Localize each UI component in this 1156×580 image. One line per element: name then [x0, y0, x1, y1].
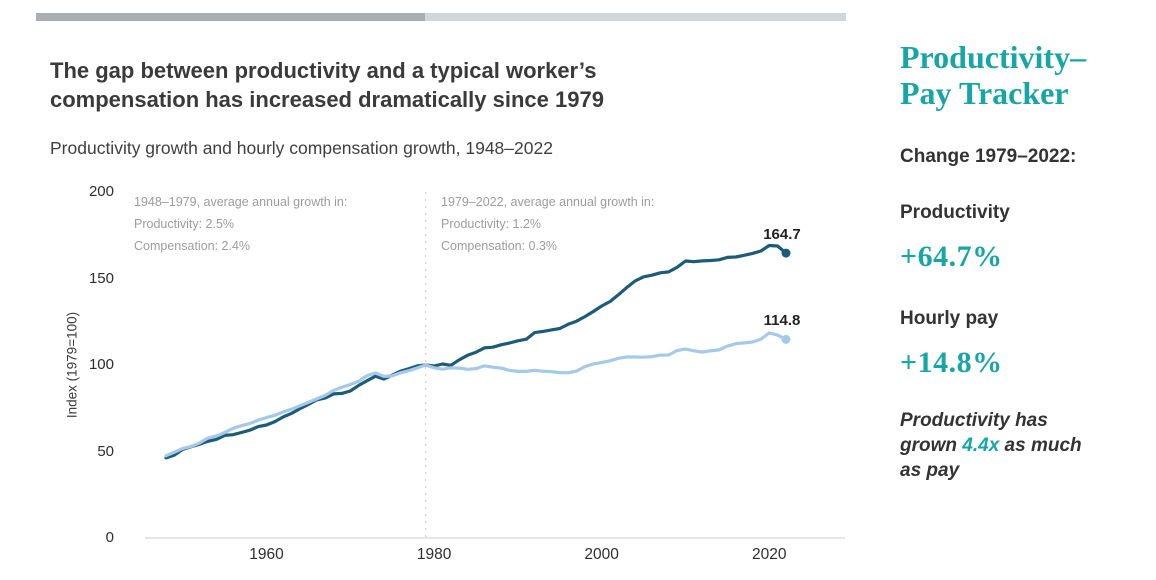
- sidebar-title-line1: Productivity–: [900, 39, 1087, 75]
- y-tick-label: 0: [105, 529, 114, 546]
- hourly-compensation-end-value: 114.8: [763, 312, 801, 330]
- annotation-line: 1948–1979, average annual growth in:: [134, 195, 348, 209]
- chart-subtitle: Productivity growth and hourly compensat…: [50, 138, 553, 158]
- stat-label-productivity: Productivity: [900, 201, 1010, 223]
- change-period-label: Change 1979–2022:: [900, 145, 1077, 167]
- sidebar: Productivity– Pay Tracker Change 1979–202…: [900, 39, 1150, 483]
- line-chart: Index (1979=100) 1948–1979, average annu…: [36, 180, 846, 578]
- summary-note: Productivity has grown 4.4x as much as p…: [900, 408, 1100, 483]
- chart-title: The gap between productivity and a typic…: [50, 58, 604, 113]
- annotation-1948-1979: 1948–1979, average annual growth in: Pro…: [134, 192, 347, 258]
- annotation-1979-2022: 1979–2022, average annual growth in: Pro…: [441, 192, 654, 258]
- productivity-line: [164, 243, 788, 460]
- x-tick-label: 2000: [584, 546, 619, 563]
- y-tick-label: 150: [88, 269, 114, 287]
- y-tick-label: 50: [97, 442, 114, 460]
- summary-note-pre: Productivity has grown: [900, 409, 1048, 456]
- sidebar-title: Productivity– Pay Tracker: [900, 39, 1150, 112]
- productivity-end-dot: [781, 248, 791, 258]
- annotation-line: Compensation: 2.4%: [134, 238, 251, 253]
- hourly-compensation-line: [164, 331, 788, 458]
- hourly-compensation-end-dot: [781, 334, 791, 344]
- y-tick-label: 100: [88, 356, 114, 373]
- productivity-end-value: 164.7: [763, 226, 801, 244]
- top-accent-bar: [36, 13, 846, 21]
- x-tick-label: 1960: [249, 546, 284, 563]
- annotation-line: Compensation: 0.3%: [441, 238, 558, 253]
- stat-value-hourly-pay: +14.8%: [900, 345, 1003, 379]
- summary-note-highlight: 4.4x: [962, 434, 1000, 456]
- stat-value-productivity: +64.7%: [900, 239, 1003, 273]
- summary-note-post: as much as pay: [900, 434, 1082, 481]
- sidebar-title-line2: Pay Tracker: [900, 74, 1069, 111]
- x-tick-label: 2020: [751, 546, 787, 563]
- chart-plot-area: [145, 192, 845, 539]
- y-tick-label: 200: [88, 183, 114, 200]
- annotation-line: 1979–2022, average annual growth in:: [441, 195, 655, 209]
- stat-label-hourly-pay: Hourly pay: [900, 307, 999, 329]
- x-tick-label: 1980: [416, 546, 452, 563]
- annotation-line: Productivity: 1.2%: [441, 216, 542, 231]
- annotation-line: Productivity: 2.5%: [134, 216, 235, 231]
